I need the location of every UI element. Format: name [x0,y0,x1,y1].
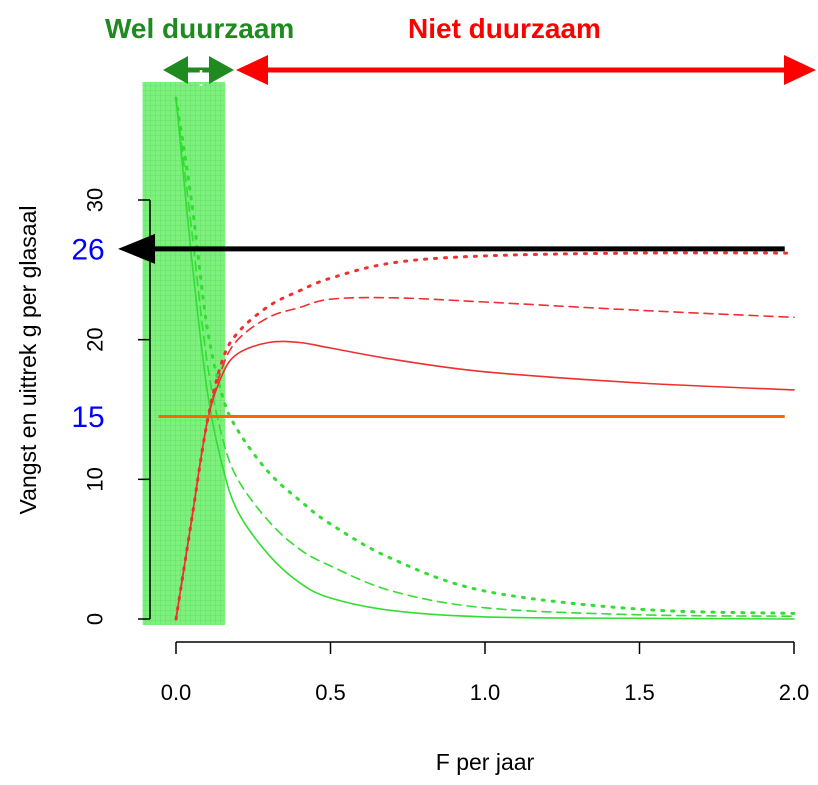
x-tick-label: 1.5 [624,680,655,705]
unsustainable-label: Niet duurzaam [408,13,601,44]
sustainable-label: Wel duurzaam [105,13,294,44]
target-arrowhead [118,233,155,264]
reference-label-15: 15 [71,401,104,434]
series-line-4 [175,296,795,620]
unsustainable-arrowhead-left [236,55,268,85]
y-axis-label: Vangst en uittrek g per glasaal [15,206,41,515]
y-tick-label: 30 [83,188,108,212]
sustainable-arrowhead-left [163,56,188,84]
series-line-3 [175,340,795,620]
series-line-5 [174,251,796,621]
reference-label-26: 26 [71,233,104,266]
y-tick-label: 10 [83,467,108,491]
x-tick-label: 1.0 [470,680,501,705]
series-line-1 [175,97,795,617]
unsustainable-arrowhead-right [784,55,816,85]
x-tick-label: 0.0 [161,680,192,705]
sustainable-arrowhead-right [209,56,234,84]
x-tick-label: 0.5 [315,680,346,705]
y-tick-label: 0 [83,613,108,625]
y-tick-label: 20 [83,327,108,351]
series-line-2 [174,96,796,615]
x-tick-label: 2.0 [779,680,810,705]
x-axis-label: F per jaar [436,749,535,775]
series-line-0 [175,97,795,620]
